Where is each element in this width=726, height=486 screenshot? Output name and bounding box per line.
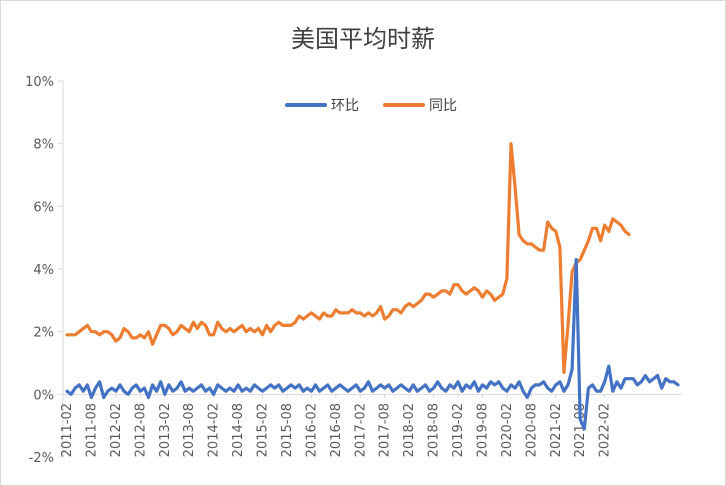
x-tick-label: 2013-08 <box>182 403 197 457</box>
x-tick-label: 2017-02 <box>353 403 368 457</box>
x-tick-label: 2021-02 <box>549 403 564 457</box>
x-tick-label: 2012-02 <box>109 403 124 457</box>
x-tick-label: 2019-08 <box>475 403 490 457</box>
x-tick-label: 2014-02 <box>207 403 222 457</box>
x-tick-label: 2013-02 <box>158 403 173 457</box>
y-tick-label: 8% <box>33 138 54 153</box>
x-tick-label: 2018-08 <box>427 403 442 457</box>
legend-label-yoy: 同比 <box>429 98 457 114</box>
x-tick-label: 2016-08 <box>329 403 344 457</box>
x-tick-label: 2011-08 <box>84 403 99 457</box>
x-tick-label: 2014-08 <box>231 403 246 457</box>
y-tick-label: -2% <box>29 451 54 466</box>
y-tick-label: 10% <box>25 75 54 90</box>
series-line-yoy <box>65 142 631 374</box>
legend-label-mom: 环比 <box>331 98 359 114</box>
y-tick-label: 6% <box>33 200 54 215</box>
x-tick-label: 2022-02 <box>598 403 613 457</box>
series-layer <box>65 142 680 431</box>
x-tick-label: 2016-02 <box>304 403 319 457</box>
x-tick-label: 2015-02 <box>256 403 271 457</box>
x-tick-label: 2012-08 <box>133 403 148 457</box>
x-tick-label: 2018-02 <box>402 403 417 457</box>
x-tick-label: 2020-02 <box>500 403 515 457</box>
x-tick-label: 2015-08 <box>280 403 295 457</box>
series-line-mom <box>65 258 680 431</box>
x-tick-label: 2019-02 <box>451 403 466 457</box>
chart-title: 美国平均时薪 <box>291 25 435 53</box>
legend: 环比 同比 <box>285 98 457 114</box>
y-tick-label: 0% <box>33 388 54 403</box>
x-tick-label: 2011-02 <box>60 403 75 457</box>
y-tick-label: 2% <box>33 326 54 341</box>
axes: -2% 0% 2% 4% 6% 8% 10% 2011-02 2011-08 2012-02 201… <box>25 75 682 466</box>
x-tick-label: 2020-08 <box>524 403 539 457</box>
x-tick-label: 2017-08 <box>378 403 393 457</box>
y-tick-label: 4% <box>33 263 54 278</box>
